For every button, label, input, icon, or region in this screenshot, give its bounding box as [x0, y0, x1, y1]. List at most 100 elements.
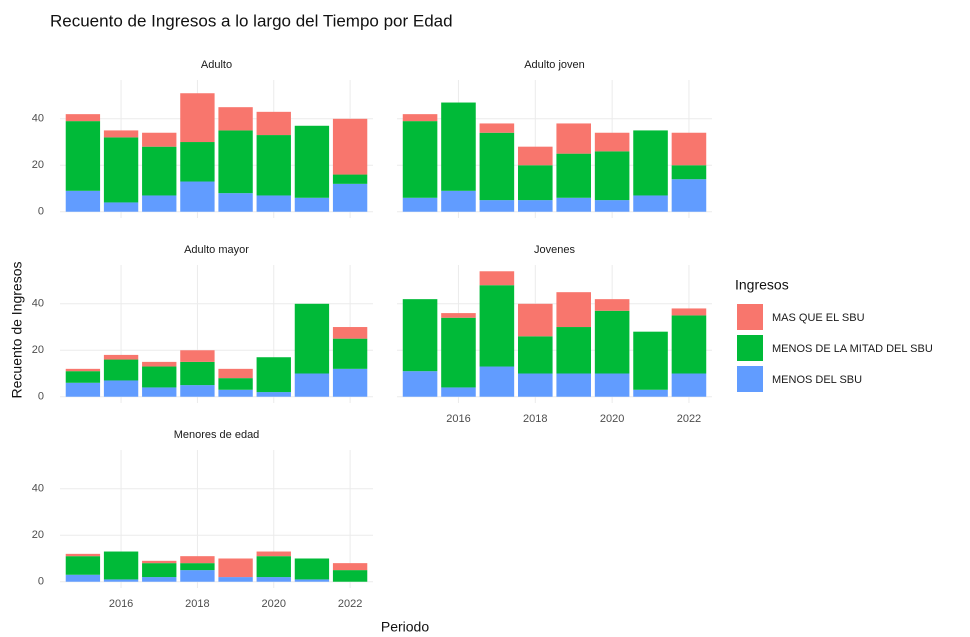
bar-segment: [479, 285, 515, 367]
facet-title: Adulto mayor: [184, 244, 249, 256]
legend-key: [737, 335, 763, 361]
x-tick-label: 2016: [109, 598, 133, 610]
bar-segment: [180, 556, 215, 564]
bar-segment: [103, 202, 139, 212]
bar-segment: [142, 132, 177, 147]
bar-segment: [65, 121, 101, 191]
bar-segment: [594, 299, 630, 311]
bar-segment: [142, 361, 177, 367]
facet-title: Adulto: [201, 59, 232, 71]
bar-segment: [556, 123, 591, 154]
bar-segment: [594, 200, 630, 212]
x-tick-label: 2018: [185, 598, 209, 610]
bar-segment: [402, 121, 438, 198]
bar-segment: [671, 373, 707, 397]
bar-segment: [294, 579, 330, 582]
bar-segment: [142, 195, 177, 212]
bar-segment: [633, 389, 668, 397]
bar-segment: [142, 146, 177, 196]
bar-segment: [103, 130, 139, 138]
bar-segment: [294, 303, 330, 374]
bar-segment: [402, 371, 438, 397]
bar-segment: [633, 195, 668, 212]
bar-segment: [402, 197, 438, 212]
bar-segment: [65, 553, 101, 557]
bar-segment: [671, 165, 707, 180]
legend-label: MENOS DE LA MITAD DEL SBU: [772, 343, 933, 355]
bar-segment: [180, 570, 215, 582]
y-tick-label: 40: [32, 113, 44, 125]
bar-segment: [294, 558, 330, 580]
chart-title: Recuento de Ingresos a lo largo del Tiem…: [50, 11, 453, 30]
bar-segment: [65, 190, 101, 212]
bar-segment: [256, 195, 291, 212]
y-tick-label: 0: [38, 206, 44, 218]
bar-segment: [218, 193, 253, 212]
y-tick-label: 40: [32, 483, 44, 495]
x-tick-label: 2022: [338, 598, 362, 610]
bar-segment: [180, 181, 215, 212]
bar-segment: [256, 135, 291, 196]
y-tick-label: 20: [32, 344, 44, 356]
bar-segment: [332, 368, 368, 397]
bar-segment: [402, 299, 438, 372]
x-tick-label: 2016: [446, 413, 470, 425]
bar-segment: [65, 556, 101, 575]
bar-segment: [441, 190, 476, 212]
bar-segment: [142, 366, 177, 388]
bar-segment: [180, 361, 215, 386]
bar-segment: [65, 382, 101, 397]
bar-segment: [218, 130, 253, 194]
facet-title: Menores de edad: [174, 429, 260, 441]
bar-segment: [65, 368, 101, 372]
bar-segment: [103, 137, 139, 203]
bar-segment: [594, 310, 630, 374]
x-tick-label: 2022: [677, 413, 701, 425]
x-tick-label: 2018: [523, 413, 547, 425]
legend-label: MENOS DEL SBU: [772, 374, 862, 386]
x-tick-label: 2020: [262, 598, 286, 610]
bar-segment: [518, 146, 553, 166]
bar-segment: [256, 577, 291, 582]
bar-segment: [218, 368, 253, 379]
bar-segment: [103, 354, 139, 360]
bar-segment: [332, 183, 368, 212]
bar-segment: [103, 579, 139, 582]
bar-segment: [142, 560, 177, 564]
bar-segment: [556, 292, 591, 328]
bar-segment: [103, 380, 139, 397]
bar-segment: [518, 336, 553, 374]
bar-segment: [556, 373, 591, 397]
bar-segment: [441, 102, 476, 191]
bar-segment: [441, 317, 476, 388]
bar-segment: [142, 577, 177, 582]
bar-segment: [479, 271, 515, 286]
bar-segment: [518, 165, 553, 201]
bar-segment: [594, 132, 630, 152]
bar-segment: [180, 142, 215, 182]
bar-segment: [556, 197, 591, 212]
y-axis-title: Recuento de Ingresos: [9, 262, 25, 399]
bar-segment: [518, 303, 553, 337]
bar-segment: [556, 327, 591, 374]
bar-segment: [256, 556, 291, 578]
bar-segment: [479, 366, 515, 397]
y-tick-label: 20: [32, 529, 44, 541]
bar-segment: [332, 338, 368, 369]
bar-segment: [65, 114, 101, 122]
bar-segment: [294, 125, 330, 198]
bar-segment: [594, 151, 630, 201]
bar-segment: [332, 174, 368, 184]
bar-segment: [180, 93, 215, 143]
bar-segment: [441, 313, 476, 318]
bar-segment: [594, 373, 630, 397]
bar-segment: [671, 308, 707, 316]
bar-segment: [218, 389, 253, 397]
bar-segment: [633, 130, 668, 196]
bar-segment: [218, 107, 253, 131]
bar-segment: [556, 153, 591, 198]
bar-segment: [671, 315, 707, 374]
bar-segment: [671, 132, 707, 166]
bar-segment: [518, 373, 553, 397]
legend-label: MAS QUE EL SBU: [772, 312, 865, 324]
